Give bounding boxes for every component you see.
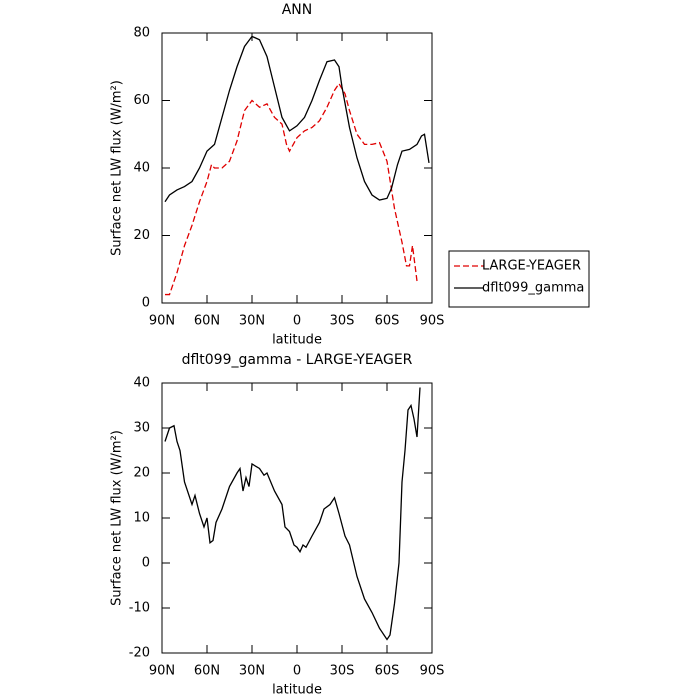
- y-tick-label: 40: [133, 376, 150, 391]
- y-tick-label: 0: [142, 296, 150, 311]
- legend-box: [448, 250, 590, 308]
- y-tick-label: 60: [133, 93, 150, 108]
- series-line: [165, 82, 418, 296]
- x-axis-label: latitude: [272, 683, 322, 698]
- x-tick-label: 90S: [420, 314, 445, 329]
- x-tick-label: 30N: [239, 314, 265, 329]
- legend-label: LARGE-YEAGER: [482, 259, 581, 274]
- plot-frame: [161, 32, 433, 304]
- x-tick-label: 60N: [194, 314, 220, 329]
- x-tick-label: 90N: [149, 314, 175, 329]
- x-tick-label: 60N: [194, 664, 220, 679]
- x-tick-label: 90N: [149, 664, 175, 679]
- y-tick-label: -20: [129, 646, 150, 661]
- y-tick-label: 40: [133, 161, 150, 176]
- x-axis-label: latitude: [272, 333, 322, 348]
- y-axis-label: Surface net LW flux (W/m²): [110, 430, 125, 606]
- y-tick-label: 30: [133, 421, 150, 436]
- series-line: [164, 387, 421, 641]
- x-tick-label: 0: [293, 314, 301, 329]
- y-axis-label: Surface net LW flux (W/m²): [110, 80, 125, 256]
- y-tick-label: 10: [133, 511, 150, 526]
- chart-title: dflt099_gamma - LARGE-YEAGER: [182, 352, 413, 368]
- x-tick-label: 0: [293, 664, 301, 679]
- y-tick-label: 80: [133, 26, 150, 41]
- legend-label: dflt099_gamma: [482, 281, 584, 296]
- x-tick-label: 30S: [330, 314, 355, 329]
- x-tick-label: 60S: [375, 314, 400, 329]
- x-tick-label: 30S: [330, 664, 355, 679]
- y-tick-label: 20: [133, 228, 150, 243]
- y-tick-label: 20: [133, 466, 150, 481]
- y-tick-label: -10: [129, 601, 150, 616]
- plot-frame: [161, 382, 433, 654]
- series-line: [164, 35, 430, 203]
- y-tick-label: 0: [142, 556, 150, 571]
- x-tick-label: 90S: [420, 664, 445, 679]
- chart-title: ANN: [282, 2, 313, 18]
- x-tick-label: 60S: [375, 664, 400, 679]
- x-tick-label: 30N: [239, 664, 265, 679]
